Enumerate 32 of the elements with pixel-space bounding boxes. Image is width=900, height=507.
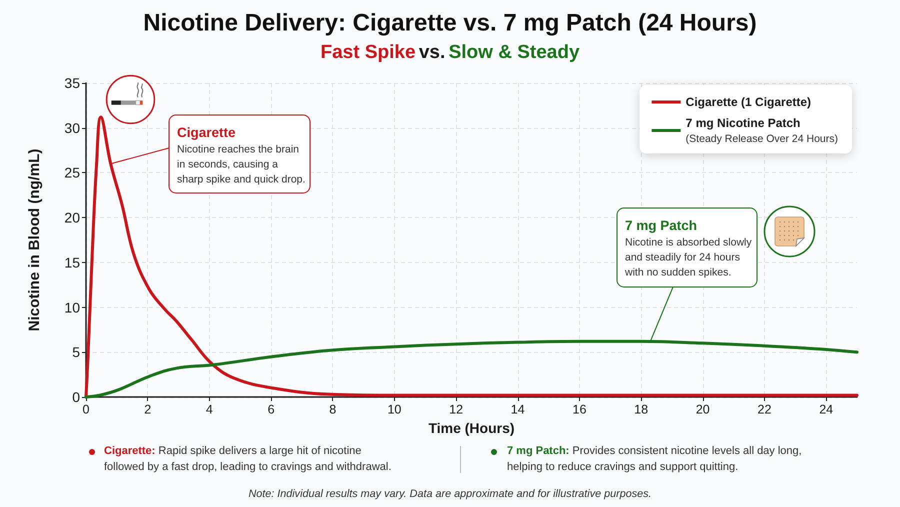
x-tick-label: 18 [634, 402, 648, 416]
x-tick-label: 22 [758, 402, 772, 416]
x-tick-label: 20 [696, 402, 710, 416]
y-tick-label: 10 [64, 299, 80, 316]
text: Note: Individual results may vary. Data are approximate and for illustrative purposes. [247, 488, 653, 500]
text: 7 mg Patch: Provides consistent nicotine levels all day long, helping to reduce cravings and support quitting. [507, 444, 803, 474]
x-tick-label: 24 [819, 402, 834, 416]
y-tick-label: 20 [64, 210, 80, 226]
chart-title: Nicotine Delivery: Cigarette vs. 7 mg Patch (24 Hours) [143, 10, 757, 36]
y-tick-label: 25 [64, 164, 80, 181]
x-tick-label: 4 [206, 402, 213, 416]
legend-label: Cigarette (1 Cigarette) [686, 95, 812, 109]
y-axis-title: Nicotine in Blood (ng/mL) [26, 148, 43, 332]
chart-subtitle: Fast Spike vs. Slow & Steady [320, 42, 580, 63]
annotation: Cigarette Nicotine reaches the brain in seconds, causing a sharp spike and quick drop. [177, 125, 306, 186]
x-tick-label: 8 [329, 402, 336, 416]
y-tick-label: 0 [72, 389, 80, 405]
y-tick-label: 30 [64, 120, 80, 136]
y-tick-label: 35 [64, 75, 80, 91]
text: Cigarette: Rapid spike delivers a large hit of nicotine followed by a fast drop, leading to cravings and withdrawal. [104, 444, 392, 474]
y-tick-label: 15 [64, 254, 80, 270]
x-tick-label: 0 [82, 402, 90, 416]
annotation: 7 mg Patch Nicotine is absorbed slowly and steadily for 24 hours with no sudden spikes. [624, 218, 752, 278]
x-tick-label: 16 [572, 402, 586, 416]
legend-label: 7 mg Nicotine Patch (Steady Release Over 24 Hours) [686, 116, 838, 145]
x-tick-label: 14 [510, 402, 525, 416]
x-axis-title: Time (Hours) [428, 420, 515, 436]
x-tick-label: 2 [144, 402, 152, 416]
x-tick-label: 12 [449, 402, 464, 416]
x-tick-label: 6 [268, 402, 275, 416]
x-tick-label: 10 [387, 402, 402, 416]
y-tick-label: 5 [72, 344, 80, 360]
